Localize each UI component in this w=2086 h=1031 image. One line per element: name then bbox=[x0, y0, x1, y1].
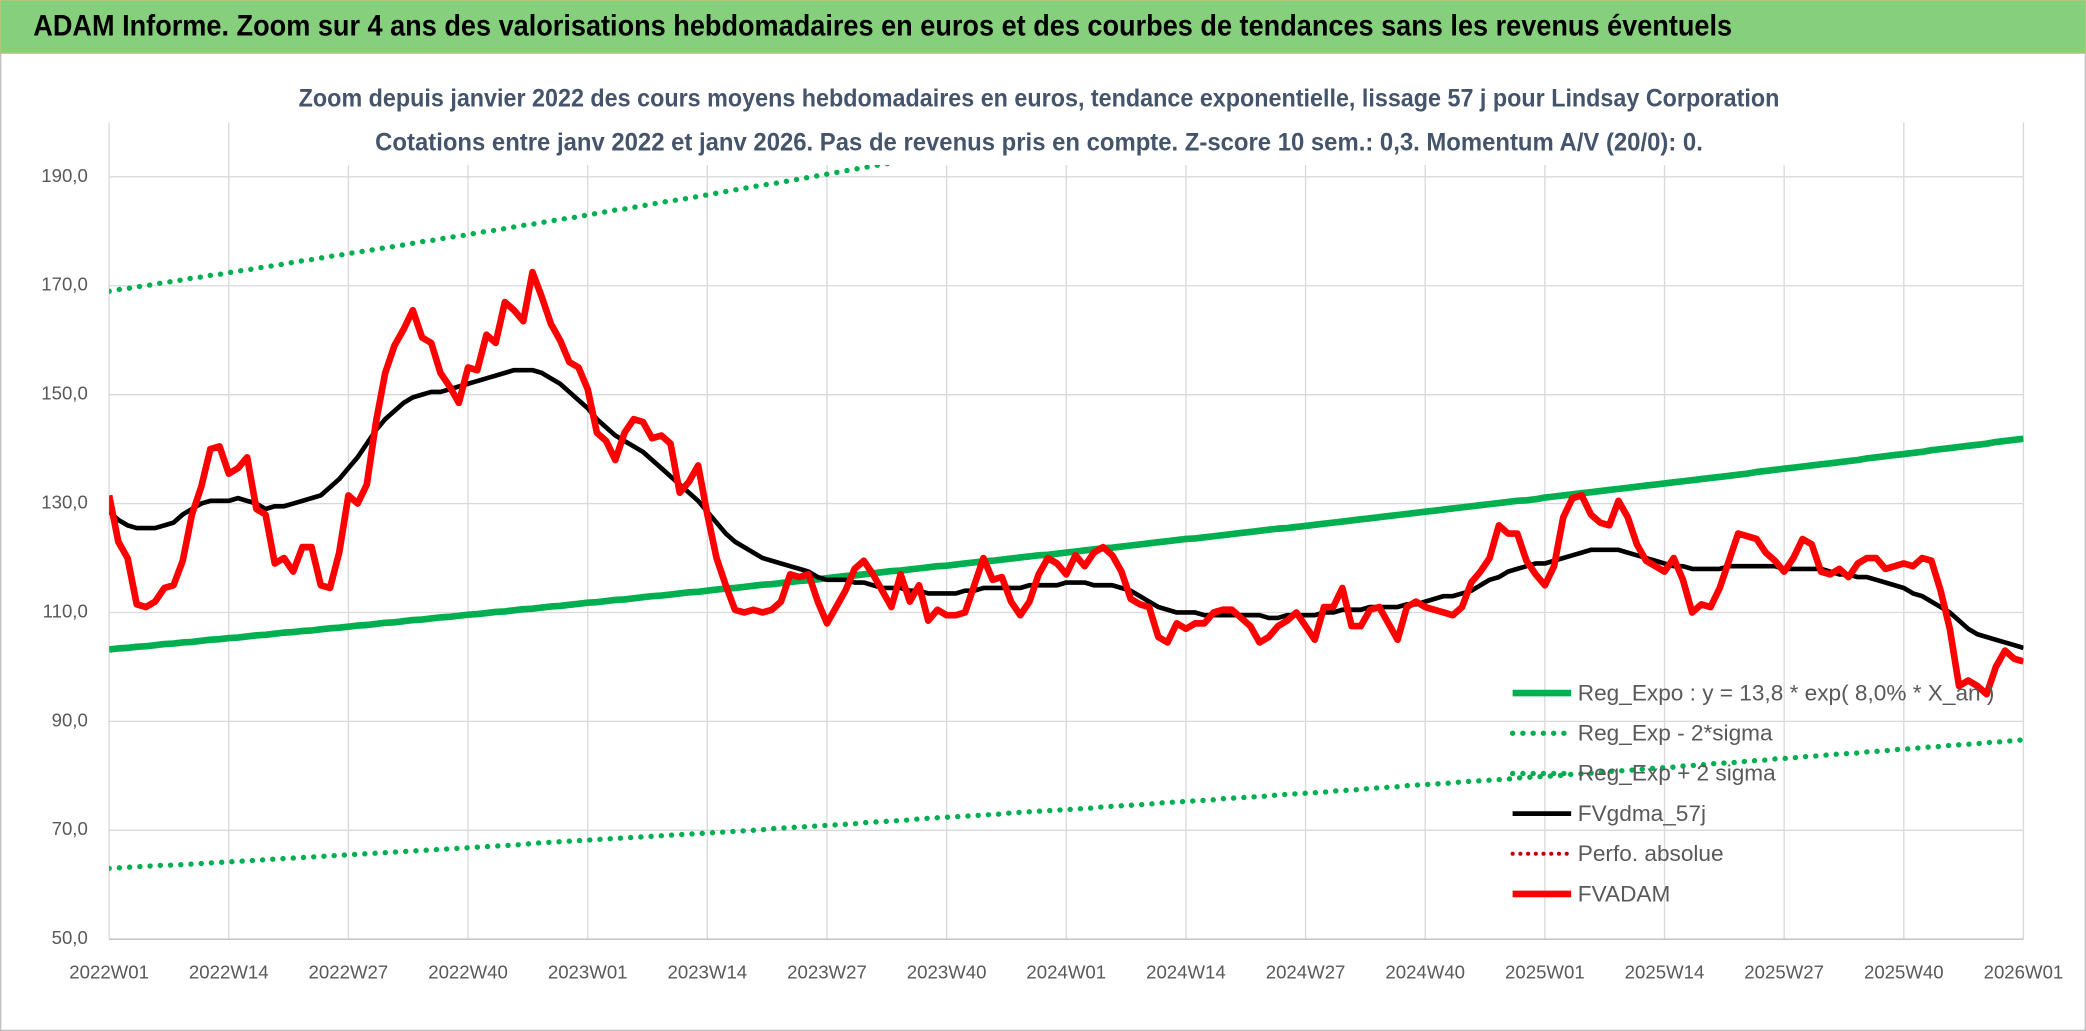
x-tick-label: 2023W01 bbox=[548, 962, 628, 983]
y-tick-label: 150,0 bbox=[41, 383, 88, 404]
subtitle-box bbox=[286, 77, 1790, 165]
series-line bbox=[109, 435, 2024, 653]
x-tick-label: 2026W01 bbox=[1984, 962, 2064, 983]
x-tick-label: 2022W27 bbox=[309, 962, 389, 983]
x-tick-label: 2025W27 bbox=[1744, 962, 1824, 983]
series-line bbox=[109, 367, 2024, 651]
x-tick-label: 2024W40 bbox=[1385, 962, 1465, 983]
y-tick-label: 70,0 bbox=[52, 818, 88, 839]
grid: 50,0 70,0 90,0 110,0 130,0 150,0 170,0 190,0 202… bbox=[41, 122, 2064, 983]
chart-title: ADAM Informe. Zoom sur 4 ans des valoris… bbox=[33, 11, 1732, 43]
y-tick-label: 110,0 bbox=[43, 600, 88, 621]
subtitle: Cotations entre janv 2022 et janv 2026. … bbox=[375, 128, 1703, 156]
x-tick-label: 2022W14 bbox=[189, 962, 269, 983]
y-tick-label: 130,0 bbox=[41, 491, 88, 512]
x-tick-label: 2025W14 bbox=[1625, 962, 1705, 983]
legend: Reg_Expo : y = 13,8 * exp( 8,0% * X_an )… bbox=[1509, 680, 1995, 906]
title-banner bbox=[0, 0, 2086, 54]
x-tick-label: 2024W27 bbox=[1266, 962, 1346, 983]
series-line bbox=[109, 737, 2024, 872]
x-tick-label: 2023W40 bbox=[907, 962, 987, 983]
y-tick-label: 190,0 bbox=[41, 165, 88, 186]
series-line bbox=[109, 268, 2024, 698]
x-tick-label: 2024W14 bbox=[1146, 962, 1226, 983]
legend-label: FVADAM bbox=[1578, 881, 1671, 906]
y-tick-label: 50,0 bbox=[52, 927, 88, 948]
y-tick-label: 90,0 bbox=[52, 709, 88, 730]
x-tick-label: 2022W01 bbox=[69, 962, 149, 983]
x-tick-label: 2024W01 bbox=[1026, 962, 1106, 983]
y-tick-label: 170,0 bbox=[41, 274, 88, 295]
x-tick-label: 2025W40 bbox=[1864, 962, 1944, 983]
subtitle: Zoom depuis janvier 2022 des cours moyen… bbox=[299, 84, 1780, 112]
legend-label: Perfo. absolue bbox=[1578, 841, 1724, 866]
x-tick-label: 2022W40 bbox=[428, 962, 508, 983]
x-tick-label: 2023W27 bbox=[787, 962, 867, 983]
legend-label: Reg_Exp + 2 sigma bbox=[1578, 761, 1776, 786]
x-tick-label: 2023W14 bbox=[668, 962, 748, 983]
legend-label: Reg_Exp - 2*sigma bbox=[1578, 721, 1773, 746]
x-tick-label: 2025W01 bbox=[1505, 962, 1585, 983]
legend-label: Reg_Expo : y = 13,8 * exp( 8,0% * X_an ) bbox=[1578, 680, 1995, 705]
legend-label: FVgdma_57j bbox=[1578, 801, 1706, 826]
